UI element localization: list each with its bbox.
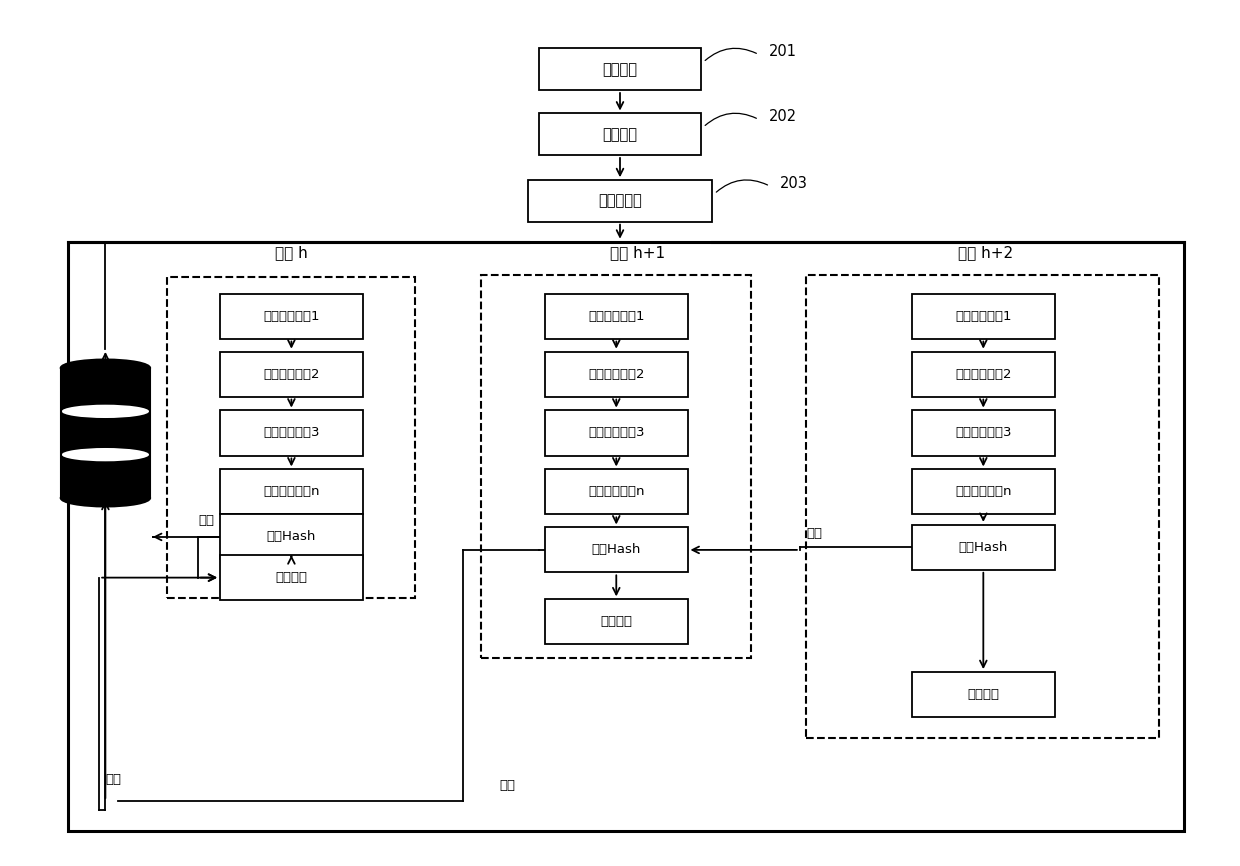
Text: 区块验证步骤2: 区块验证步骤2 (263, 367, 320, 381)
Bar (546, 527, 687, 572)
Text: 区块验证步骤1: 区块验证步骤1 (263, 309, 320, 323)
Text: 接收区块: 接收区块 (603, 61, 637, 77)
Text: 同步结果: 同步结果 (600, 615, 632, 629)
Bar (221, 555, 362, 600)
Text: 区块验证步骤2: 区块验证步骤2 (955, 367, 1012, 381)
Bar (913, 525, 1055, 570)
Ellipse shape (61, 403, 150, 420)
Bar (913, 352, 1055, 397)
Text: 区块验证步骤1: 区块验证步骤1 (588, 309, 645, 323)
Text: 高度 h: 高度 h (275, 245, 308, 260)
Ellipse shape (61, 446, 150, 463)
Text: 同步结果: 同步结果 (275, 571, 308, 585)
Text: 读取: 读取 (198, 514, 213, 527)
Bar (539, 48, 701, 90)
Text: 201: 201 (769, 44, 797, 60)
Text: 计算Hash: 计算Hash (267, 530, 316, 544)
Bar (913, 672, 1055, 717)
Ellipse shape (62, 448, 149, 462)
Text: 判断分批: 判断分批 (603, 126, 637, 142)
Text: 区块验证步骤1: 区块验证步骤1 (955, 309, 1012, 323)
Bar (167, 277, 415, 598)
Bar (221, 410, 362, 456)
Bar (546, 599, 687, 644)
Text: 高度 h+2: 高度 h+2 (959, 245, 1013, 260)
Bar (913, 469, 1055, 514)
Bar (481, 275, 751, 658)
Bar (221, 514, 362, 559)
Ellipse shape (62, 404, 149, 418)
Text: 批次内并发: 批次内并发 (598, 193, 642, 209)
Text: 区块验证步骤3: 区块验证步骤3 (588, 426, 645, 440)
Bar (221, 352, 362, 397)
Text: 区块验证步骤3: 区块验证步骤3 (955, 426, 1012, 440)
Text: 写入: 写入 (105, 773, 122, 786)
Text: 读取: 读取 (500, 779, 516, 792)
Text: 计算Hash: 计算Hash (591, 543, 641, 557)
Bar (546, 410, 687, 456)
Text: 同步结果: 同步结果 (967, 688, 999, 701)
Ellipse shape (61, 359, 150, 377)
Bar (221, 294, 362, 339)
Text: 区块验证步骤2: 区块验证步骤2 (588, 367, 645, 381)
Text: 区块验证步骤n: 区块验证步骤n (955, 485, 1012, 499)
Text: 203: 203 (780, 176, 807, 191)
Bar (913, 294, 1055, 339)
Bar (528, 180, 712, 222)
Bar (546, 294, 687, 339)
Bar (61, 368, 150, 498)
Bar (539, 113, 701, 155)
Ellipse shape (61, 359, 150, 377)
Ellipse shape (61, 489, 150, 507)
Bar (913, 410, 1055, 456)
Text: 高度 h+1: 高度 h+1 (610, 245, 665, 260)
Bar (221, 469, 362, 514)
Bar (68, 242, 1184, 831)
Bar (806, 275, 1159, 738)
Text: 读取: 读取 (806, 527, 822, 540)
Ellipse shape (61, 489, 150, 507)
Bar (546, 352, 687, 397)
Text: 202: 202 (769, 109, 797, 125)
Bar (546, 469, 687, 514)
Text: 区块验证步骤n: 区块验证步骤n (588, 485, 645, 499)
Text: 区块验证步骤n: 区块验证步骤n (263, 485, 320, 499)
Text: 计算Hash: 计算Hash (959, 540, 1008, 554)
Text: 区块验证步骤3: 区块验证步骤3 (263, 426, 320, 440)
